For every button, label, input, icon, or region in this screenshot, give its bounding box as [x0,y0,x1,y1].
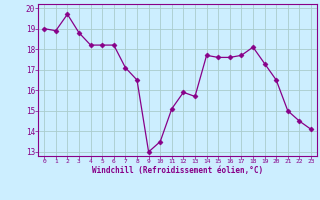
X-axis label: Windchill (Refroidissement éolien,°C): Windchill (Refroidissement éolien,°C) [92,166,263,175]
